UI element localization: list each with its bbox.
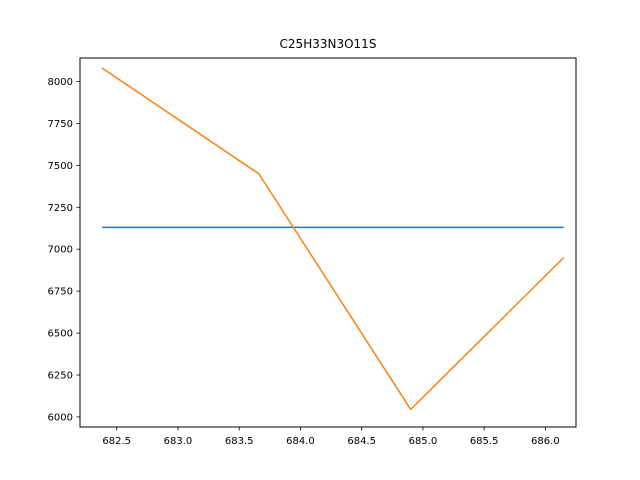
y-tick-label: 7500: [48, 161, 73, 172]
series-line-2: [101, 67, 565, 411]
y-tick-label: 6000: [48, 412, 73, 423]
y-tick-label: 7000: [48, 245, 73, 256]
chart-title: C25H33N3O11S: [280, 37, 377, 51]
x-tick-label: 682.5: [102, 436, 131, 447]
y-tick-label: 6250: [48, 371, 73, 382]
x-tick-label: 685.0: [409, 436, 438, 447]
x-tick-label: 686.0: [531, 436, 560, 447]
x-tick-label: 683.0: [164, 436, 193, 447]
x-tick-label: 684.0: [286, 436, 315, 447]
y-tick-label: 7250: [48, 203, 73, 214]
y-tick-label: 7750: [48, 119, 73, 130]
x-axis: 682.5 683.0 683.5 684.0 684.5 685.0 685.5 686.0: [102, 427, 560, 447]
plot-frame: [79, 57, 577, 428]
y-tick-label: 8000: [48, 77, 73, 88]
x-tick-label: 684.5: [347, 436, 376, 447]
series-layer: [101, 67, 565, 411]
y-tick-label: 6500: [48, 329, 73, 340]
x-tick-label: 685.5: [470, 436, 499, 447]
x-tick-label: 683.5: [225, 436, 254, 447]
y-tick-label: 6750: [48, 287, 73, 298]
y-axis: 6000 6250 6500 6750 7000 7250 7500 7750 8000: [48, 77, 80, 423]
